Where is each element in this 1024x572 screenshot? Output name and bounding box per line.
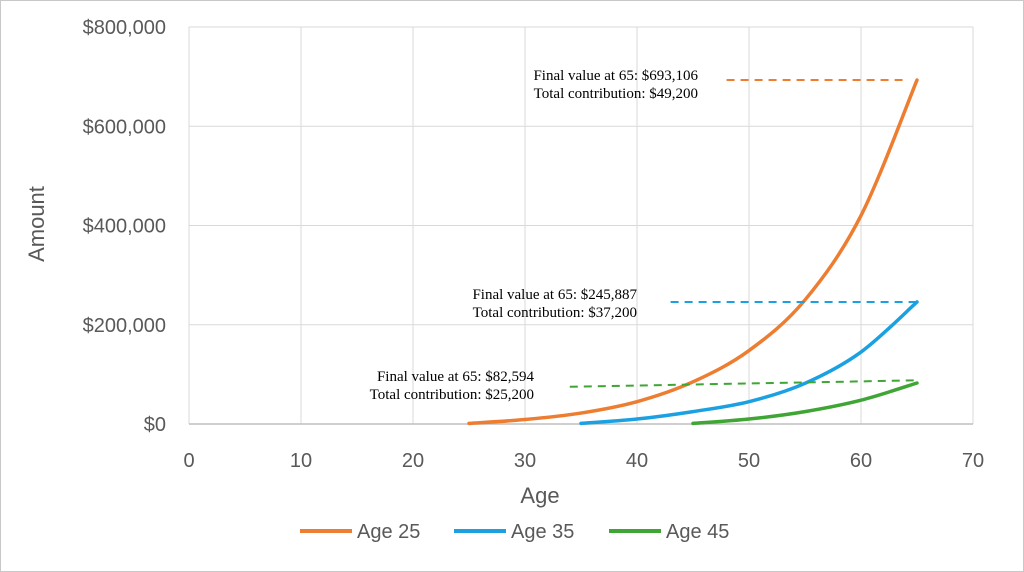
annotation-line: Final value at 65: $245,887 xyxy=(472,287,637,303)
tick-labels: 0 10 20 30 40 50 60 70 $0 $200,000 $400,000 $600,00… xyxy=(83,17,985,472)
annotation-line: Total contribution: $25,200 xyxy=(370,387,534,403)
annotation-line: Total contribution: $37,200 xyxy=(473,305,637,321)
y-tick-label: $600,000 xyxy=(83,116,166,138)
legend: Age 25 Age 35 Age 45 xyxy=(300,521,729,543)
series-line-age-35 xyxy=(579,300,919,426)
final-value-dashed-line xyxy=(569,379,918,388)
y-axis-title: Amount xyxy=(24,186,49,262)
legend-label: Age 25 xyxy=(357,521,420,543)
annotations: Final value at 65: $693,106 Total contrib… xyxy=(370,68,699,403)
series-line-age-45 xyxy=(691,381,919,426)
annotation-line: Final value at 65: $82,594 xyxy=(377,369,535,385)
series-lines xyxy=(467,78,919,426)
legend-label: Age 45 xyxy=(666,521,729,543)
x-tick-label: 40 xyxy=(626,450,648,472)
annotation-line: Final value at 65: $693,106 xyxy=(533,68,698,84)
x-tick-label: 20 xyxy=(402,450,424,472)
x-tick-label: 0 xyxy=(183,450,194,472)
y-tick-label: $0 xyxy=(144,414,166,436)
series-line-age-25 xyxy=(467,78,919,426)
x-axis-title: Age xyxy=(520,483,559,508)
y-tick-label: $800,000 xyxy=(83,17,166,39)
x-tick-label: 50 xyxy=(738,450,760,472)
y-tick-label: $400,000 xyxy=(83,216,166,238)
y-tick-label: $200,000 xyxy=(83,315,166,337)
legend-label: Age 35 xyxy=(511,521,574,543)
x-tick-label: 60 xyxy=(850,450,872,472)
x-tick-label: 70 xyxy=(962,450,984,472)
final-value-lines xyxy=(569,79,918,388)
grid-lines xyxy=(189,26,974,424)
x-tick-label: 10 xyxy=(290,450,312,472)
x-tick-label: 30 xyxy=(514,450,536,472)
annotation-line: Total contribution: $49,200 xyxy=(534,86,698,102)
